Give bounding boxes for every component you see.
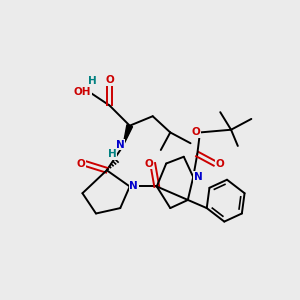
Text: OH: OH	[74, 87, 91, 97]
Text: N: N	[194, 172, 203, 182]
Text: H: H	[88, 76, 96, 86]
Text: N: N	[116, 140, 125, 150]
Text: O: O	[192, 128, 200, 137]
Text: O: O	[77, 158, 85, 169]
Text: N: N	[129, 182, 138, 191]
Text: H: H	[108, 149, 116, 159]
Polygon shape	[123, 125, 133, 146]
Text: O: O	[105, 75, 114, 85]
Text: O: O	[144, 158, 153, 169]
Text: O: O	[216, 158, 225, 169]
